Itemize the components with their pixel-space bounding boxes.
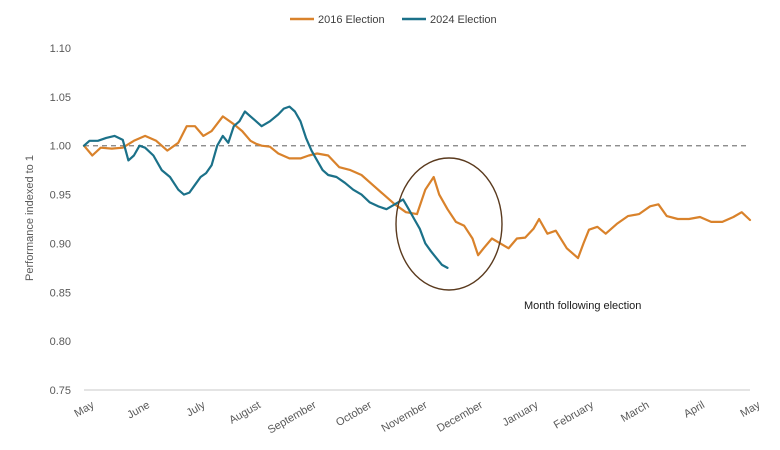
y-tick-label: 1.00 (50, 141, 71, 153)
x-tick-label: May (738, 399, 762, 420)
x-tick-label: December (435, 399, 485, 435)
x-tick-labels: May June July August September October Novembe… (72, 399, 762, 437)
y-tick-labels: 0.75 0.80 0.85 0.90 0.95 1.00 1.05 1.10 (50, 43, 71, 397)
x-tick-label: August (227, 399, 263, 427)
legend: 2016 Election 2024 Election (290, 14, 497, 26)
legend-label-2024: 2024 Election (430, 14, 497, 26)
y-tick-label: 0.90 (50, 238, 71, 250)
series-line-2024 (82, 105, 449, 269)
x-tick-label: July (184, 399, 207, 419)
x-tick-label: May (72, 399, 96, 420)
x-tick-label: April (682, 399, 707, 420)
x-tick-label: October (334, 399, 374, 429)
y-tick-label: 1.05 (50, 92, 71, 104)
series-lines (82, 105, 752, 269)
x-tick-label: February (552, 399, 597, 432)
annotation-label: Month following election (524, 300, 641, 312)
x-tick-label: March (619, 399, 651, 425)
y-axis-title: Performance indexed to 1 (24, 155, 36, 281)
y-tick-label: 0.80 (50, 336, 71, 348)
x-tick-label: June (125, 399, 152, 421)
y-tick-label: 0.85 (50, 287, 71, 299)
series-line-2016 (82, 115, 752, 260)
x-tick-label: September (266, 399, 319, 436)
y-tick-label: 0.95 (50, 190, 71, 202)
y-tick-label: 0.75 (50, 385, 71, 397)
x-tick-label: January (501, 399, 541, 429)
annotation-ellipse (395, 157, 503, 291)
y-tick-label: 1.10 (50, 43, 71, 55)
legend-label-2016: 2016 Election (318, 14, 385, 26)
x-tick-label: November (379, 399, 429, 435)
